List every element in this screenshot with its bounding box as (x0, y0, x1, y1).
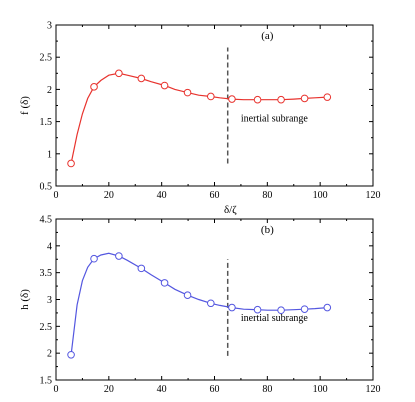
y-axis-label: f (δ) (19, 96, 31, 115)
x-tick-label: 100 (313, 384, 328, 395)
annotation-text: inertial subrange (241, 313, 308, 324)
y-tick-label: 3 (47, 21, 52, 32)
x-tick-label: 20 (104, 384, 114, 395)
panel-label: (b) (261, 224, 274, 236)
panel-1: 0 20 40 60 80 100 120 0.5 1 1.5 2 2.5 3 f (δ) δ/ζ (a) in… (19, 21, 381, 217)
data-point (183, 88, 192, 97)
data-point (115, 69, 123, 78)
panel-2: 0 20 40 60 80 100 120 1.5 2 2.5 3 3.5 4 4.5 h (δ) (b) in… (19, 215, 381, 396)
x-tick-label: 120 (366, 190, 381, 201)
x-tick-label: 80 (262, 384, 272, 395)
x-tick-label: 20 (104, 190, 114, 201)
data-point (277, 95, 285, 104)
data-point (160, 81, 169, 90)
data-point (90, 83, 98, 91)
data-point (300, 94, 309, 103)
data-point (228, 303, 236, 312)
plot-frame (55, 24, 374, 187)
data-point (137, 264, 146, 273)
y-axis-label: h (δ) (19, 289, 31, 310)
y-tick-label: 2 (47, 85, 52, 96)
data-point (323, 303, 332, 312)
x-tick-label: 0 (54, 384, 59, 395)
y-tick-label: 2.5 (40, 53, 53, 64)
series-curve (70, 252, 328, 355)
data-point (160, 279, 169, 287)
x-tick-label: 40 (157, 384, 167, 395)
plot-frame (55, 218, 374, 381)
data-point (253, 95, 262, 104)
data-point (183, 291, 192, 300)
data-point (137, 74, 146, 83)
y-tick-label: 0.5 (40, 182, 53, 193)
y-tick-label: 4 (47, 241, 52, 252)
x-tick-label: 120 (366, 384, 381, 395)
data-point (115, 252, 123, 260)
y-tick-label: 3 (47, 295, 52, 306)
y-tick-label: 3.5 (40, 268, 53, 279)
y-tick-label: 2.5 (40, 322, 53, 333)
data-point (277, 306, 285, 315)
data-point (228, 95, 236, 103)
data-point (67, 350, 75, 359)
x-tick-label: 60 (210, 384, 220, 395)
x-tick-label: 40 (157, 190, 167, 201)
x-tick-label: 100 (313, 190, 328, 201)
x-tick-label: 60 (210, 190, 220, 201)
data-point (207, 299, 215, 308)
y-tick-label: 2 (47, 349, 52, 360)
panel-label: (a) (261, 30, 274, 42)
data-point (207, 92, 215, 101)
x-tick-label: 0 (54, 190, 59, 201)
y-tick-label: 1 (47, 149, 52, 160)
data-point (300, 305, 309, 313)
annotation-text: inertial subrange (241, 114, 308, 125)
x-tick-label: 80 (262, 190, 272, 201)
y-tick-label: 4.5 (40, 215, 53, 226)
y-tick-label: 1.5 (40, 376, 53, 387)
data-point (323, 93, 332, 101)
y-tick-label: 1.5 (40, 117, 53, 128)
data-point (253, 305, 262, 314)
data-point (90, 254, 98, 263)
x-axis-label: δ/ζ (224, 204, 237, 216)
data-point (67, 159, 75, 168)
